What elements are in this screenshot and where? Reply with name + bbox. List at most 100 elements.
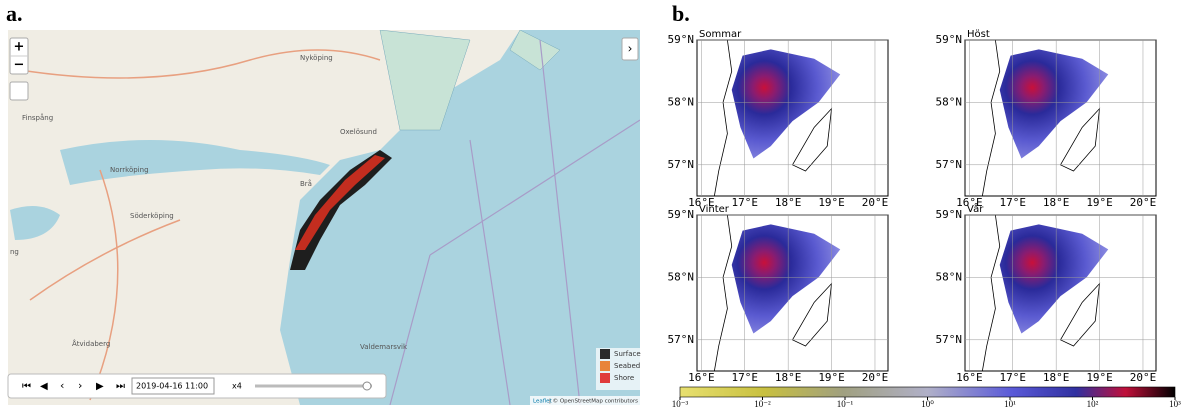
x-tick-label: 20°E (862, 196, 889, 209)
play-button[interactable]: ▶ (96, 381, 104, 392)
colorbar (679, 386, 1176, 398)
zoom-control[interactable]: + − › (9, 37, 639, 101)
x-tick-label: 19°E (818, 371, 845, 384)
map-title: Vår (967, 202, 984, 215)
heatmap-panel: Vinter 16°E 17°E 18°E 19°E 20°E 57°N 58°N 59°N (668, 204, 889, 384)
legend-swatch (600, 349, 610, 359)
map-title: Vinter (699, 204, 730, 215)
place-name: Nyköping (300, 54, 333, 62)
y-tick-label: 57°N (936, 158, 963, 171)
time-select[interactable] (131, 377, 215, 395)
x-tick-label: 19°E (818, 196, 845, 209)
expand-button[interactable] (621, 37, 639, 61)
y-tick-label: 57°N (668, 333, 695, 346)
colorbar-label: 10⁻¹ (837, 399, 854, 409)
x-tick-label: 19°E (1086, 196, 1113, 209)
y-tick-label: 57°N (936, 333, 963, 346)
place-name: Brå (300, 179, 312, 188)
lake (10, 206, 60, 240)
legend-label: Seabed (614, 362, 640, 370)
y-tick-label: 57°N (668, 158, 695, 171)
x-tick-label: 18°E (1043, 371, 1070, 384)
x-tick-label: 17°E (1000, 371, 1027, 384)
timestamp[interactable]: 2019-04-16 11:00 (136, 382, 208, 391)
zoom-out[interactable]: − (14, 58, 25, 73)
map-title: Sommar (699, 29, 742, 40)
heatmap-panel: Sommar 16°E 17°E 18°E 19°E 20°E 57°N 58°N 59°N (668, 29, 889, 209)
prev-button[interactable]: ‹ (60, 379, 64, 392)
colorbar-label: 10⁻³ (672, 399, 689, 409)
map-a (8, 30, 640, 405)
road (19, 49, 381, 401)
y-tick-label: 59°N (668, 33, 695, 46)
density-area (999, 49, 1109, 159)
coastline (713, 39, 833, 197)
heatmap-panel: Höst 16°E 17°E 18°E 19°E 20°E 57°N 58°N 59°N (936, 29, 1157, 209)
place-name: Norrköping (110, 166, 149, 174)
x-tick-label: 19°E (1086, 371, 1113, 384)
x-tick-label: 16°E (688, 371, 715, 384)
expand-icon: › (628, 42, 633, 56)
panel-label: a. (6, 1, 23, 26)
colorbar-label: 10³ (1169, 399, 1181, 409)
y-tick-label: 58°N (936, 95, 963, 108)
legend-swatch (600, 361, 610, 371)
attribution-bg (530, 396, 640, 405)
legend-label: Shore (614, 374, 634, 382)
bay (60, 140, 330, 185)
x-tick-label: 17°E (1000, 196, 1027, 209)
zoom-in[interactable]: + (14, 40, 25, 55)
y-tick-label: 59°N (668, 208, 695, 221)
boundary (389, 39, 640, 405)
back-button[interactable]: ◀ (40, 381, 48, 392)
time-control: ⏮ ◀ ‹ › ▶ ⏭ 2019-04-16 11:00 x4 (7, 373, 387, 399)
measure-button[interactable] (9, 81, 29, 101)
coastline (981, 39, 1101, 197)
x-tick-label: 16°E (688, 196, 715, 209)
attribution: | © OpenStreetMap contributors (549, 398, 638, 405)
colorbar-label: 10¹ (1004, 399, 1016, 409)
coastline (981, 214, 1101, 372)
y-tick-label: 58°N (668, 95, 695, 108)
place-name: Söderköping (130, 212, 174, 220)
density-area (731, 49, 841, 159)
place-name: ng (10, 248, 19, 256)
attribution-link[interactable]: Leaflet (533, 399, 553, 405)
next-button[interactable]: › (78, 379, 82, 392)
x-tick-label: 20°E (1130, 371, 1157, 384)
slider-handle[interactable] (362, 381, 372, 391)
legend-label: Surface (614, 350, 641, 358)
x-tick-label: 17°E (732, 196, 759, 209)
x-tick-label: 16°E (956, 196, 983, 209)
first-button[interactable]: ⏮ (22, 381, 31, 392)
y-tick-label: 59°N (936, 208, 963, 221)
map-title: Höst (967, 29, 990, 40)
land (8, 30, 520, 405)
density-area (999, 224, 1109, 334)
colorbar-label: 10⁰ (921, 399, 934, 409)
place-name: Finspång (22, 113, 53, 122)
y-tick-label: 58°N (936, 270, 963, 283)
place-name: Valdemarsvik (360, 343, 408, 351)
trajectories (295, 155, 385, 250)
last-button[interactable]: ⏭ (116, 381, 125, 392)
x-tick-label: 17°E (732, 371, 759, 384)
x-tick-label: 16°E (956, 371, 983, 384)
density-area (731, 224, 841, 334)
x-tick-label: 20°E (1130, 196, 1157, 209)
colorbar-label: 10⁻² (754, 399, 771, 409)
trajectories (290, 150, 392, 270)
panel-label: b. (672, 1, 690, 26)
x-tick-label: 20°E (862, 371, 889, 384)
heatmap-panel: Vår 16°E 17°E 18°E 19°E 20°E 57°N 58°N 59°N (936, 202, 1157, 384)
x-tick-label: 18°E (775, 196, 802, 209)
place-name: Oxelösund (340, 128, 377, 136)
coastline (713, 214, 833, 372)
y-tick-label: 58°N (668, 270, 695, 283)
colorbar-label: 10² (1087, 399, 1099, 409)
y-tick-label: 59°N (936, 33, 963, 46)
x-tick-label: 18°E (775, 371, 802, 384)
protected-area (379, 30, 561, 131)
speed[interactable]: x4 (232, 382, 242, 391)
